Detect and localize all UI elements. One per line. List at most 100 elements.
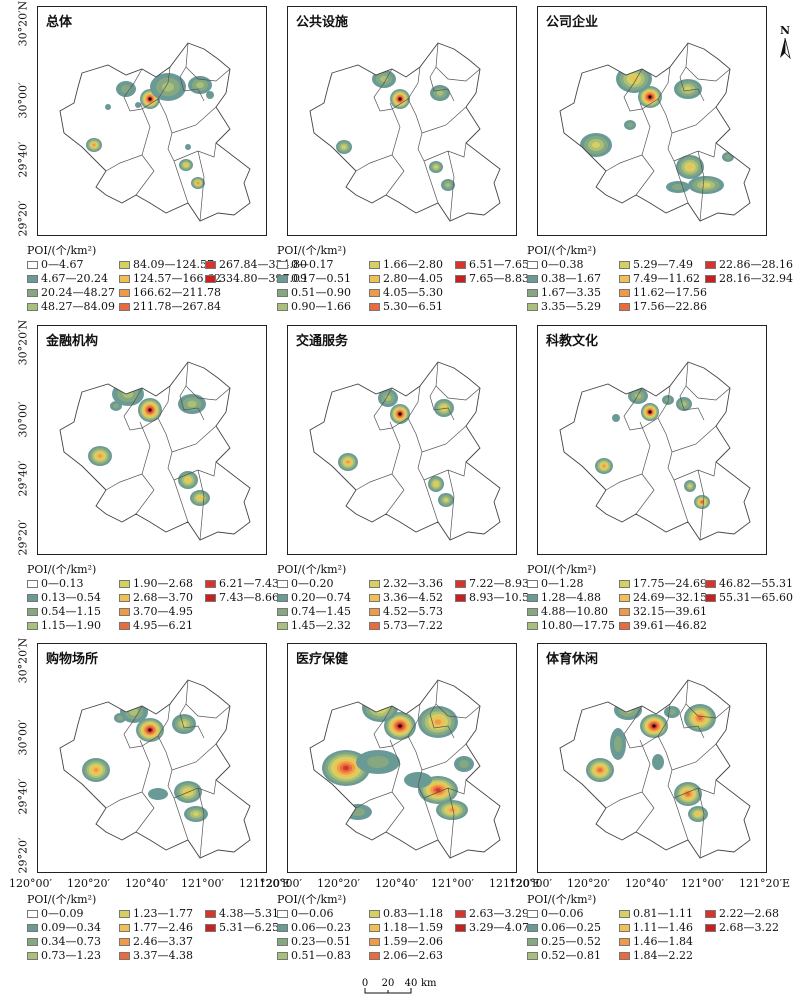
legend-swatch [705,579,716,588]
district-boundary-6 [673,779,717,799]
hotspot-6-class-4 [701,182,711,188]
hotspot-3-class-5 [442,406,446,410]
legend-item: 4.67—20.24 [27,272,119,285]
map-panel-1: 总体 [37,6,267,236]
district-boundary-3 [657,735,689,841]
legend-item: 3.37—4.38 [119,949,205,962]
legend-swatch [527,302,538,311]
legend-item: 0.54—1.15 [27,605,119,618]
legend-item: 0.74—1.45 [277,605,369,618]
district-boundary-1 [373,66,421,112]
scale-bar: 0 20 40 km [362,978,437,994]
legend-swatch [119,274,130,283]
legend-label: 166.62—211.78 [133,286,221,299]
legend-label: 55.31—65.60 [719,591,793,604]
legend-label: 0—0.09 [41,907,84,920]
legend-item: 0.51—0.83 [277,949,369,962]
legend-label: 84.09—124.57 [133,258,214,271]
legend-label: 2.68—3.70 [133,591,193,604]
legend-item: 3.29—4.07 [455,921,529,934]
legend-item: 0.34—0.73 [27,935,119,948]
density-map [59,42,251,222]
hotspot-8-class-1 [135,102,141,108]
scale-unit: km [421,978,437,989]
longitude-tick: 121°20′E [489,877,541,890]
hotspot-2-class-1 [614,700,642,720]
legend-swatch [527,607,538,616]
legend-swatch [277,607,288,616]
legend-item: 0.17—0.51 [277,272,369,285]
legend-swatch [205,593,216,602]
legend-swatch [277,579,288,588]
legend-swatch [619,621,630,630]
legend-swatch [369,937,380,946]
legend-label: 1.67—3.35 [541,286,601,299]
legend-swatch [277,302,288,311]
legend-label: 2.80—4.05 [383,272,443,285]
legend-label: 0.09—0.34 [41,921,101,934]
legend-item: 3.35—5.29 [527,300,619,313]
legend-item: 0.38—1.67 [527,272,619,285]
scale-tick-40: 40 [405,978,418,989]
region-boundary [559,361,751,541]
map-panel-7: 购物场所 [37,643,267,873]
legend-item: 2.80—4.05 [369,272,455,285]
district-boundary-1 [123,66,171,112]
district-boundary-3 [157,417,189,523]
legend-swatch [619,923,630,932]
legend-swatch [205,260,216,269]
legend-swatch [455,579,466,588]
region-boundary [309,42,501,222]
legend-item: 3.70—4.95 [119,605,205,618]
hotspot-7-class-2 [672,184,684,190]
district-boundary-8 [429,385,455,421]
legend-label: 0—0.13 [41,577,84,590]
density-map [59,679,251,859]
legend-item: 0.52—0.81 [527,949,619,962]
legend-title: POI/(个/km²) [527,244,597,257]
legend-swatch [27,579,38,588]
legend-label: 124.57—166.62 [133,272,221,285]
legend-item: 4.38—5.31 [205,907,279,920]
region-fill [60,43,250,221]
hotspot-8-class-2 [627,122,633,128]
district-boundary-8 [679,385,705,421]
map-panel-4: 金融机构 [37,325,267,555]
map-panel-3: 公司企业 [537,6,767,236]
legend-label: 1.23—1.77 [133,907,193,920]
legend-item: 0—0.13 [27,577,119,590]
panel-title: 科教文化 [546,334,599,349]
legend-item: 1.23—1.77 [119,907,205,920]
district-boundary-9 [105,473,143,491]
district-boundary-9 [355,473,393,491]
region-fill [310,43,500,221]
legend-label: 0.90—1.66 [291,300,351,313]
legend-label: 3.35—5.29 [541,300,601,313]
region-fill [60,362,250,540]
legend-swatch [277,621,288,630]
legend-item: 0.13—0.54 [27,591,119,604]
legend-swatch [27,274,38,283]
legend-swatch [119,621,130,630]
legend-swatch [205,274,216,283]
longitude-tick: 120°20′ [567,877,610,890]
density-map [559,361,751,541]
legend-label: 46.82—55.31 [719,577,793,590]
legend-item: 0—0.09 [27,907,119,920]
district-boundary-5 [671,425,717,453]
legend-title: POI/(个/km²) [27,563,97,576]
legend-swatch [527,951,538,960]
legend-swatch [619,607,630,616]
legend-item: 22.86—28.16 [705,258,793,271]
longitude-tick: 120°40′ [375,877,418,890]
legend-swatch [205,923,216,932]
legend-item: 5.31—6.25 [205,921,279,934]
legend-item: 2.68—3.22 [705,921,779,934]
hotspot-4-class-8 [343,765,349,771]
legend-item: 10.80—17.75 [527,619,619,632]
legend-swatch [705,923,716,932]
district-boundary-8 [179,66,205,102]
hotspot-3-class-4 [181,721,187,727]
legend-label: 5.31—6.25 [219,921,279,934]
district-boundary-7 [697,150,705,222]
